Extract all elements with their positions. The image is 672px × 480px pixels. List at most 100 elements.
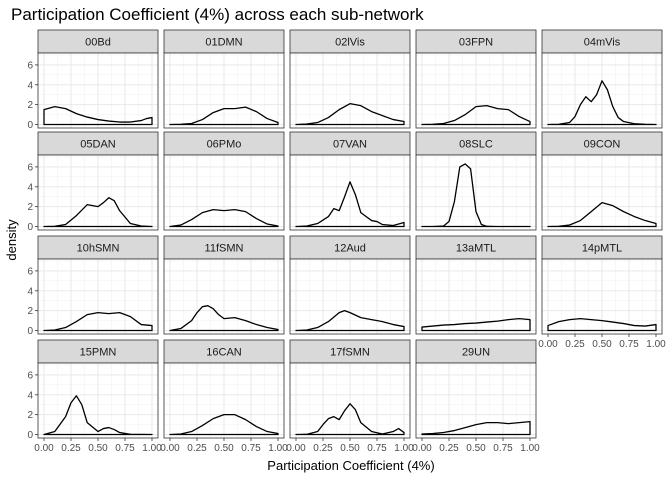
facet-strip-label: 16CAN — [206, 347, 242, 359]
x-tick-label: 0.75 — [367, 443, 387, 454]
y-tick-label: 0 — [27, 430, 33, 441]
density-curve — [421, 105, 531, 126]
density-curve — [547, 202, 657, 228]
x-tick-label: 0.50 — [88, 443, 108, 454]
panel-border — [415, 52, 537, 129]
y-tick-label: 2 — [27, 410, 33, 421]
facet-strip-label: 13aMTL — [456, 243, 496, 255]
facet-strip-label: 11fSMN — [205, 243, 244, 255]
x-tick-label: 1.00 — [520, 443, 540, 454]
y-axis-title: density — [4, 219, 19, 261]
facet-03FPN: 03FPN — [415, 29, 537, 129]
facet-09CON: 09CON — [541, 131, 663, 231]
x-tick-label: 0.25 — [61, 443, 81, 454]
x-tick-label: 0.50 — [466, 443, 486, 454]
x-tick-label: 0.75 — [241, 443, 261, 454]
density-curve — [421, 163, 531, 228]
x-tick-label: 1.00 — [394, 443, 414, 454]
facet-strip-label: 29UN — [462, 347, 490, 359]
density-curve — [169, 305, 279, 332]
x-tick-label: 1.00 — [646, 339, 666, 350]
y-tick-label: 4 — [27, 390, 33, 401]
facet-strip-label: 02lVis — [335, 37, 365, 49]
facet-11fSMN: 11fSMN — [163, 235, 285, 335]
facet-strip-label: 17fSMN — [330, 347, 370, 359]
density-curve — [43, 105, 153, 126]
panel-border — [163, 52, 285, 129]
facet-strip-label: 12Aud — [334, 243, 366, 255]
facet-29UN: 29UN 0.00 0.25 0.50 0.75 1.00 — [412, 339, 540, 454]
facet-strip-label: 00Bd — [85, 37, 111, 49]
y-tick-label: 0 — [27, 120, 33, 131]
density-curve — [295, 310, 405, 332]
panel-border — [163, 258, 285, 335]
x-tick-label: 0.25 — [313, 443, 333, 454]
facet-strip-label: 08SLC — [459, 139, 493, 151]
y-tick-label: 6 — [27, 266, 33, 277]
density-curve — [43, 311, 153, 332]
facet-strip-label: 07VAN — [333, 139, 367, 151]
facet-00Bd: 00Bd 0 2 4 6 — [27, 29, 159, 131]
facet-strip-label: 03FPN — [459, 37, 493, 49]
density-curve — [169, 106, 279, 126]
panel-border — [37, 154, 159, 231]
x-tick-label: 0.75 — [115, 443, 135, 454]
y-tick-label: 0 — [27, 222, 33, 233]
x-tick-label: 0.00 — [412, 443, 432, 454]
y-tick-label: 6 — [27, 162, 33, 173]
x-tick-label: 0.00 — [34, 443, 54, 454]
facet-strip-label: 04mVis — [584, 37, 621, 49]
facet-04mVis: 04mVis — [541, 29, 663, 129]
y-tick-label: 6 — [27, 60, 33, 71]
panel-border — [289, 258, 411, 335]
facet-02lVis: 02lVis — [289, 29, 411, 129]
facet-06PMo: 06PMo — [163, 131, 285, 231]
chart-title: Participation Coefficient (4%) across ea… — [11, 5, 424, 24]
x-tick-label: 0.25 — [439, 443, 459, 454]
facet-17fSMN: 17fSMN 0.00 0.25 0.50 0.75 1.00 — [286, 339, 414, 454]
density-curve — [295, 181, 405, 228]
y-tick-label: 0 — [27, 326, 33, 337]
panel-border — [415, 258, 537, 335]
density-curve — [43, 395, 153, 436]
panel-border — [541, 52, 663, 129]
facet-16CAN: 16CAN 0.00 0.25 0.50 0.75 1.00 — [160, 339, 288, 454]
density-curve — [169, 414, 279, 436]
x-tick-label: 0.00 — [538, 339, 558, 350]
density-curve — [421, 420, 531, 436]
y-tick-label: 2 — [27, 202, 33, 213]
facet-strip-label: 10hSMN — [77, 243, 120, 255]
facet-08SLC: 08SLC — [415, 131, 537, 231]
density-curve — [295, 403, 405, 436]
x-tick-label: 0.75 — [619, 339, 639, 350]
density-curve — [421, 317, 531, 332]
density-curve — [169, 208, 279, 228]
x-tick-label: 0.50 — [340, 443, 360, 454]
density-curve — [547, 80, 657, 126]
x-tick-label: 0.50 — [592, 339, 612, 350]
y-tick-label: 4 — [27, 286, 33, 297]
facet-strip-label: 01DMN — [205, 37, 242, 49]
facet-05DAN: 05DAN 0 2 4 6 — [27, 131, 159, 233]
x-axis-title: Participation Coefficient (4%) — [267, 458, 434, 473]
facet-10hSMN: 10hSMN 0 2 4 6 — [27, 235, 159, 337]
facet-strip-label: 15PMN — [80, 347, 117, 359]
y-tick-label: 4 — [27, 182, 33, 193]
density-curve — [295, 103, 405, 126]
y-tick-label: 4 — [27, 80, 33, 91]
x-tick-label: 0.75 — [493, 443, 513, 454]
facet-01DMN: 01DMN — [163, 29, 285, 129]
x-tick-label: 0.00 — [286, 443, 306, 454]
y-tick-label: 2 — [27, 100, 33, 111]
panel-border — [289, 154, 411, 231]
panel-border — [37, 52, 159, 129]
facet-07VAN: 07VAN — [289, 131, 411, 231]
facet-13aMTL: 13aMTL — [415, 235, 537, 335]
panel-border — [163, 154, 285, 231]
panel-border — [37, 258, 159, 335]
x-tick-label: 0.25 — [565, 339, 585, 350]
x-tick-label: 1.00 — [142, 443, 162, 454]
y-tick-label: 6 — [27, 370, 33, 381]
